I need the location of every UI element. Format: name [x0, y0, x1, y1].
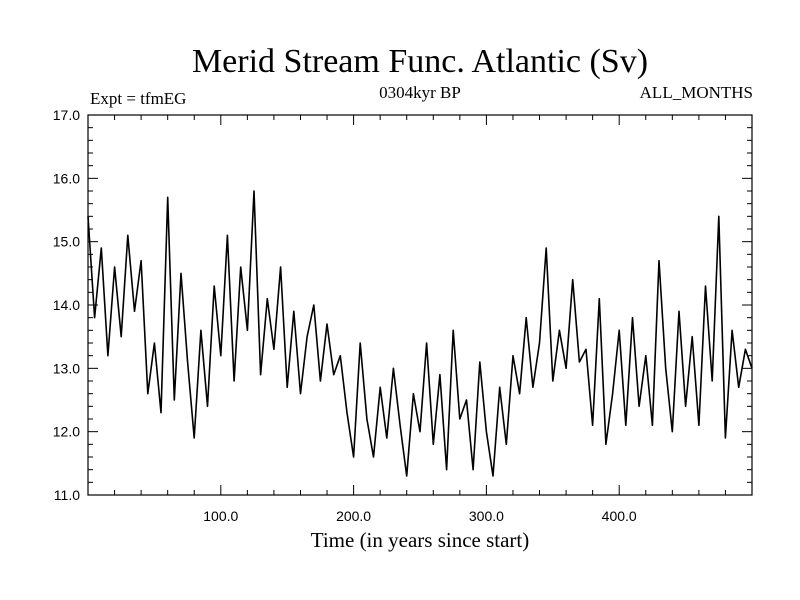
plot-frame: [87, 114, 753, 496]
plot-area: 100.0 200.0 300.0 400.0 11.0 12.0 13.0 14.0 15.0…: [53, 107, 753, 524]
chart-title: Merid Stream Func. Atlantic (Sv): [192, 43, 648, 80]
months-label: ALL_MONTHS: [640, 83, 753, 102]
x-tick-label: 200.0: [336, 508, 371, 524]
y-tick-label: 17.0: [53, 107, 80, 123]
x-axis-label: Time (in years since start): [311, 528, 530, 552]
experiment-label: Expt = tfmEG: [90, 89, 186, 108]
y-tick-label: 11.0: [54, 487, 80, 503]
x-tick-label: 300.0: [469, 508, 504, 524]
x-tick-label: 400.0: [602, 508, 637, 524]
period-label: 0304kyr BP: [379, 83, 461, 102]
y-tick-label: 12.0: [53, 424, 80, 440]
y-tick-label: 15.0: [53, 234, 80, 250]
series-line: [87, 190, 753, 477]
x-tick-label: 100.0: [203, 508, 238, 524]
y-tick-label: 13.0: [53, 360, 80, 376]
y-tick-label: 14.0: [53, 297, 80, 313]
y-tick-label: 16.0: [53, 170, 80, 186]
